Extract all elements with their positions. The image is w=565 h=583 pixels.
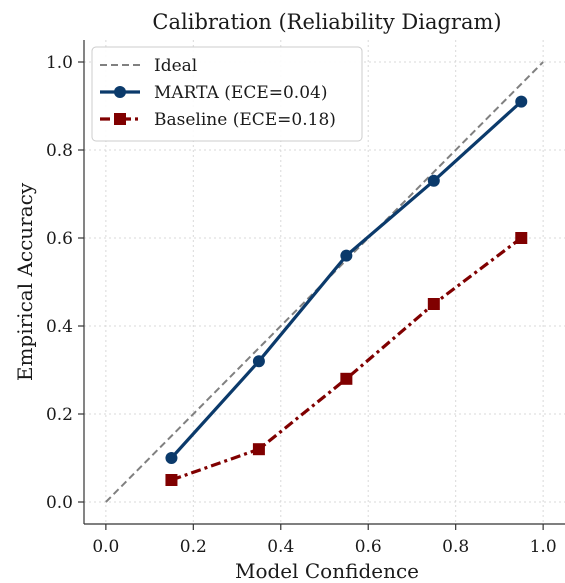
chart-title: Calibration (Reliability Diagram) [152, 10, 501, 34]
legend-swatch-marker [114, 113, 126, 125]
data-point [165, 452, 178, 464]
x-tick-label: 1.0 [530, 537, 557, 557]
grid [84, 40, 565, 524]
x-tick-label: 0.4 [267, 537, 294, 557]
legend-label: MARTA (ECE=0.04) [154, 83, 327, 103]
data-point [252, 443, 265, 456]
series-1 [165, 95, 528, 464]
legend-label: Baseline (ECE=0.18) [154, 110, 336, 130]
series-2 [165, 232, 528, 486]
legend-entries: Ideal MARTA (ECE=0.04) Baseline (ECE=0.18) [100, 56, 336, 130]
x-tick-label: 0.2 [180, 537, 207, 557]
data-point [340, 372, 353, 385]
data-point [427, 174, 440, 187]
axis-ticks: 0.0 0.2 0.4 0.6 0.8 1.0 0.0 0.2 0.4 0.6 0.8 1.0 [46, 53, 557, 557]
data-point [427, 298, 440, 310]
data-point [165, 474, 178, 486]
plot-series [105, 61, 544, 503]
data-point [515, 232, 528, 244]
data-point [252, 355, 265, 368]
series-line [170, 236, 523, 482]
legend-label: Ideal [154, 56, 197, 76]
x-tick-label: 0.0 [92, 537, 119, 557]
x-axis-label: Model Confidence [235, 559, 419, 583]
y-tick-label: 0.6 [46, 229, 73, 249]
series-line [170, 100, 523, 460]
y-axis-label: Empirical Accuracy [13, 182, 37, 381]
y-tick-label: 1.0 [46, 53, 73, 73]
data-point [340, 249, 353, 262]
x-tick-label: 0.6 [355, 537, 382, 557]
y-tick-label: 0.2 [46, 405, 73, 425]
legend: Ideal MARTA (ECE=0.04) Baseline (ECE=0.18) [91, 46, 363, 142]
y-tick-label: 0.8 [46, 141, 73, 161]
y-tick-label: 0.0 [46, 493, 73, 513]
legend-swatch-marker [114, 86, 126, 98]
legend-box [91, 46, 363, 142]
y-tick-label: 0.4 [46, 317, 73, 337]
x-tick-label: 0.8 [442, 537, 469, 557]
data-point [515, 95, 528, 108]
